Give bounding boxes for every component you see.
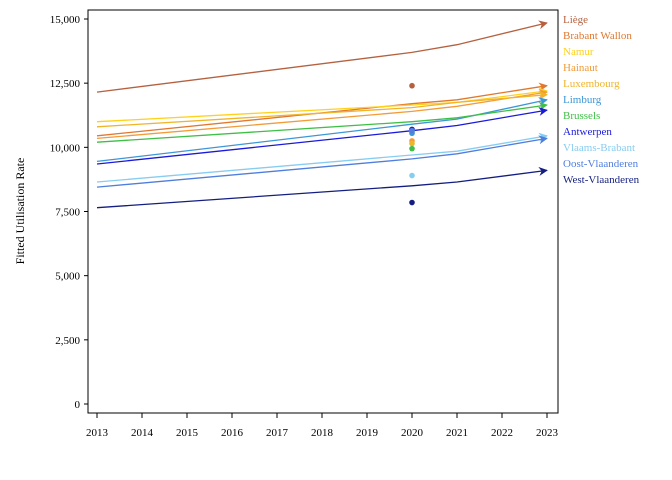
y-tick-label: 5,000 [55,271,80,283]
legend-item: Limburg [563,94,602,106]
series-point [409,172,415,179]
legend-item: Vlaams-Brabant [563,142,635,154]
x-tick-label: 2017 [266,427,289,439]
series-line [96,90,548,128]
plot-frame [87,9,559,414]
series-point [409,199,415,206]
series-line [96,87,548,123]
legend-item: Namur [563,46,594,58]
x-tick-label: 2020 [401,427,424,439]
legend-item: Antwerpen [563,126,612,138]
series-point [409,145,415,152]
series-line [96,97,548,163]
series-line [96,82,548,137]
series-line [96,135,548,188]
series-line [96,20,548,93]
series-line [96,101,548,143]
series-line [96,166,548,209]
series-points [409,82,415,206]
y-tick-label: 12,500 [50,78,81,90]
series-lines [96,20,548,209]
series-line [96,132,548,183]
legend-item: Brabant Wallon [563,30,632,42]
legend-item: Liège [563,14,588,26]
legend-item: Luxembourg [563,78,620,90]
x-tick-label: 2021 [446,427,468,439]
x-axis: 2013 2014 2015 2016 2017 2018 2019 2020 2021 2022… [86,413,559,439]
x-tick-label: 2013 [86,427,109,439]
y-tick-label: 0 [75,399,81,411]
x-tick-label: 2022 [491,427,513,439]
legend: Liège Brabant Wallon Namur Hainaut Luxembour… [563,14,640,186]
y-tick-label: 2,500 [55,335,80,347]
y-axis: 0 2,500 5,000 7,500 10,000 12,500 15,000 [50,14,88,411]
x-tick-label: 2018 [311,427,334,439]
y-tick-label: 7,500 [55,207,80,219]
x-tick-label: 2023 [536,427,559,439]
legend-item: West-Vlaanderen [563,174,640,186]
y-tick-label: 15,000 [50,14,81,26]
series-point [409,82,415,89]
series-point [409,127,415,134]
legend-item: Oost-Vlaanderen [563,158,639,170]
series-point [409,140,415,147]
series-line [96,107,548,165]
x-tick-label: 2019 [356,427,379,439]
x-tick-label: 2016 [221,427,244,439]
y-axis-title: Fitted Utilisation Rate [13,158,27,265]
legend-item: Hainaut [563,62,598,74]
x-tick-label: 2015 [176,427,199,439]
y-tick-label: 10,000 [50,142,81,154]
x-tick-label: 2014 [131,427,154,439]
legend-item: Brussels [563,110,600,122]
